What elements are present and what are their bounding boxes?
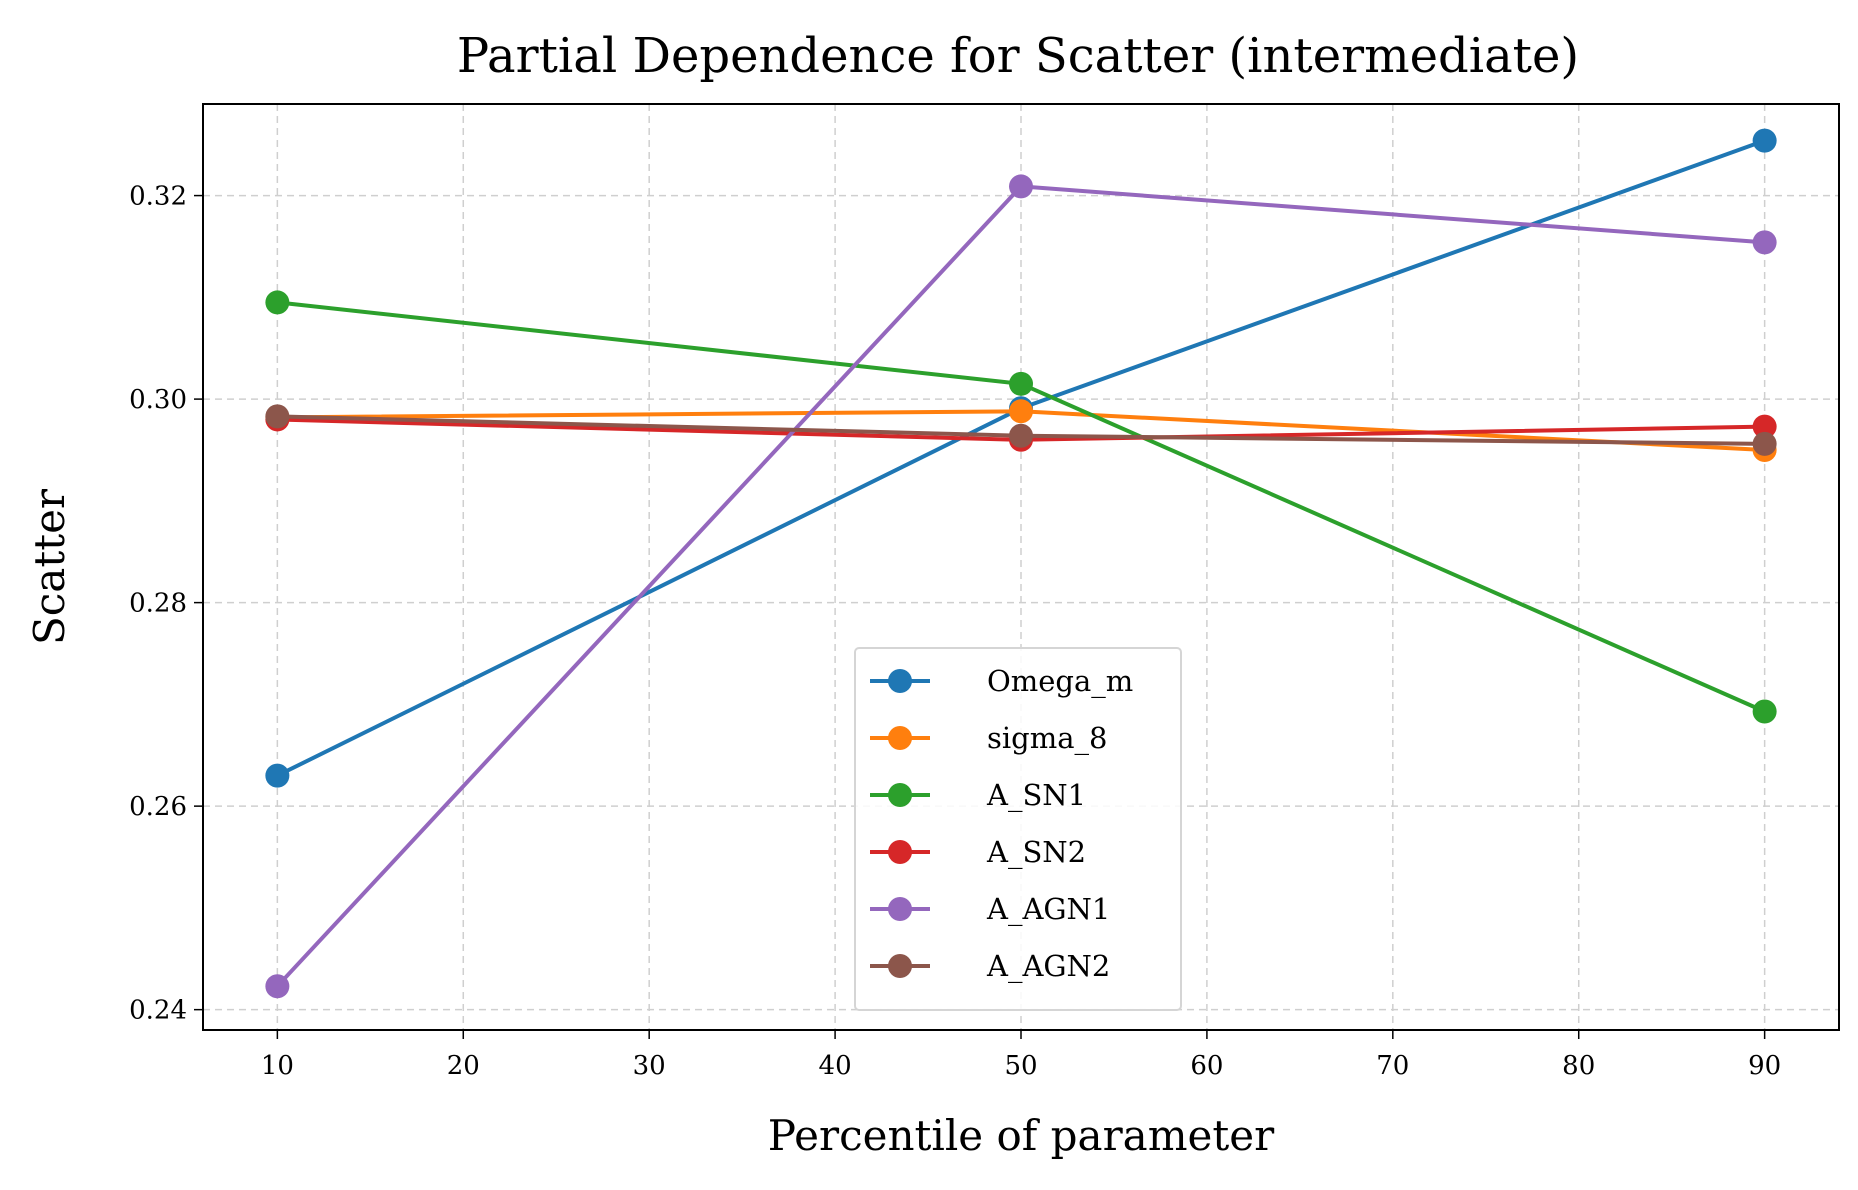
y-tick-label: 0.28 bbox=[129, 589, 187, 619]
chart-title: Partial Dependence for Scatter (intermed… bbox=[457, 28, 1579, 84]
data-point-a-sn1 bbox=[265, 290, 290, 315]
data-point-a-agn2 bbox=[265, 404, 290, 429]
x-tick-label: 80 bbox=[1562, 1051, 1595, 1081]
y-axis: 0.24 0.26 0.28 0.30 0.32 bbox=[129, 182, 203, 1026]
legend-item-omega-m: Omega_m bbox=[870, 664, 1133, 699]
legend-marker bbox=[888, 726, 912, 750]
y-tick-label: 0.30 bbox=[129, 385, 187, 415]
data-point-omega-m bbox=[1752, 128, 1777, 153]
data-point-sigma-8 bbox=[1009, 399, 1033, 424]
data-point-a-agn2 bbox=[1752, 431, 1777, 456]
legend-marker bbox=[888, 897, 912, 921]
x-tick-label: 10 bbox=[261, 1051, 294, 1081]
legend-label: A_SN1 bbox=[986, 778, 1086, 813]
series-a-agn2 bbox=[265, 404, 1777, 456]
legend-label: A_SN2 bbox=[986, 835, 1086, 870]
data-point-a-agn1 bbox=[1009, 174, 1033, 199]
legend-marker bbox=[888, 783, 912, 807]
legend-marker bbox=[888, 669, 912, 693]
legend-box bbox=[854, 647, 1182, 1011]
legend-item-a-sn1: A_SN1 bbox=[870, 778, 1086, 813]
x-tick-label: 50 bbox=[1004, 1051, 1037, 1081]
data-point-a-sn1 bbox=[1752, 699, 1777, 724]
legend-item-sigma-8: sigma_8 bbox=[870, 721, 1107, 756]
series-a-sn1 bbox=[265, 290, 1777, 724]
series-layer bbox=[265, 128, 1777, 999]
legend-marker bbox=[888, 954, 912, 978]
legend-item-a-agn2: A_AGN2 bbox=[870, 949, 1110, 984]
legend-label: Omega_m bbox=[987, 664, 1133, 699]
series-a-agn1 bbox=[265, 174, 1777, 999]
legend-label: A_AGN1 bbox=[986, 892, 1110, 927]
legend-item-a-agn1: A_AGN1 bbox=[870, 892, 1110, 927]
data-point-a-agn1 bbox=[1752, 230, 1777, 255]
data-point-omega-m bbox=[265, 763, 290, 788]
legend-marker bbox=[888, 840, 912, 864]
data-point-a-sn2 bbox=[1752, 414, 1777, 439]
x-tick-label: 20 bbox=[447, 1051, 480, 1081]
legend-item-a-sn2: A_SN2 bbox=[870, 835, 1086, 870]
y-tick-label: 0.24 bbox=[129, 996, 187, 1026]
legend-label: sigma_8 bbox=[987, 721, 1107, 756]
data-point-a-agn2 bbox=[1009, 423, 1033, 448]
data-point-a-sn1 bbox=[1009, 371, 1033, 396]
y-axis-title: Scatter bbox=[25, 488, 74, 645]
y-tick-label: 0.26 bbox=[129, 792, 187, 822]
y-tick-label: 0.32 bbox=[129, 182, 187, 212]
x-tick-label: 90 bbox=[1748, 1051, 1781, 1081]
x-tick-label: 60 bbox=[1190, 1051, 1223, 1081]
x-tick-label: 30 bbox=[633, 1051, 666, 1081]
x-tick-label: 40 bbox=[819, 1051, 852, 1081]
x-tick-label: 70 bbox=[1376, 1051, 1409, 1081]
legend: Omega_m sigma_8 A_SN1 A_SN2 A_AGN1 A_AGN2 bbox=[854, 647, 1182, 1011]
legend-label: A_AGN2 bbox=[986, 949, 1110, 984]
x-axis: 10 20 30 40 50 60 70 80 90 bbox=[261, 1030, 1781, 1081]
data-point-a-agn1 bbox=[265, 974, 290, 999]
x-axis-title: Percentile of parameter bbox=[768, 1111, 1275, 1160]
